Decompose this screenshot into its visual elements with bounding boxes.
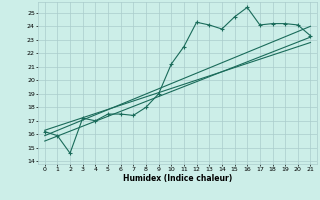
X-axis label: Humidex (Indice chaleur): Humidex (Indice chaleur) <box>123 174 232 183</box>
